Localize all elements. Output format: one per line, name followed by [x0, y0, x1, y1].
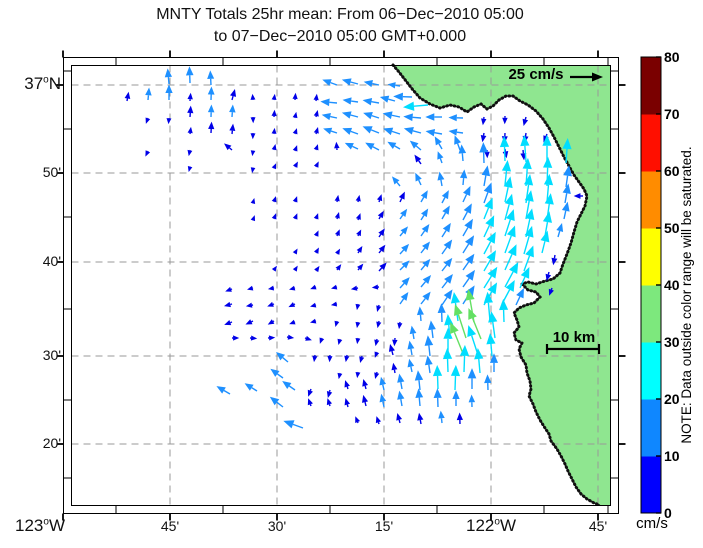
y-tick-label-0: 37oN [24, 74, 61, 93]
colorbar-tick-70: 70 [664, 106, 680, 122]
x-tick-label-3: 15' [374, 518, 394, 534]
reference-arrow [570, 72, 603, 82]
colorbar [640, 56, 662, 514]
colorbar-tick-40: 40 [664, 277, 680, 293]
colorbar-tick-20: 20 [664, 391, 680, 407]
scale-bar [545, 344, 601, 354]
scale-bar-label: 10 km [552, 329, 596, 346]
graticule-grid [71, 65, 611, 506]
y-tick-label-2: 40' [42, 253, 61, 269]
colorbar-tick-30: 30 [664, 334, 680, 350]
colorbar-tick-10: 10 [664, 448, 680, 464]
y-tick-label-4: 20' [42, 435, 61, 451]
colorbar-tick-50: 50 [664, 220, 680, 236]
figure-title-line2: to 07−Dec−2010 05:00 GMT+0.000 [213, 28, 467, 45]
reference-arrow-label: 25 cm/s [508, 66, 564, 83]
y-tick-label-1: 50' [42, 164, 61, 180]
map-frame [63, 57, 619, 514]
axis-ticks [56, 50, 626, 521]
x-tick-label-5: 45' [588, 518, 608, 534]
x-tick-label-2: 30' [267, 518, 287, 534]
x-tick-label-0: 123oW [15, 516, 65, 535]
colorbar-units-label: cm/s [636, 515, 668, 532]
figure-title-line1: MNTY Totals 25hr mean: From 06−Dec−2010 … [156, 6, 524, 23]
current-vectors [124, 66, 583, 429]
x-tick-label-4: 122oW [466, 516, 516, 535]
colorbar-tick-0: 0 [664, 505, 672, 521]
colorbar-note: NOTE: Data outside color range will be s… [679, 146, 694, 444]
coastline-stipple [391, 63, 602, 507]
land-polygon [393, 65, 610, 505]
colorbar-tick-80: 80 [664, 49, 680, 65]
x-tick-label-1: 45' [160, 518, 180, 534]
colorbar-tick-60: 60 [664, 163, 680, 179]
y-tick-label-3: 30' [42, 347, 61, 363]
